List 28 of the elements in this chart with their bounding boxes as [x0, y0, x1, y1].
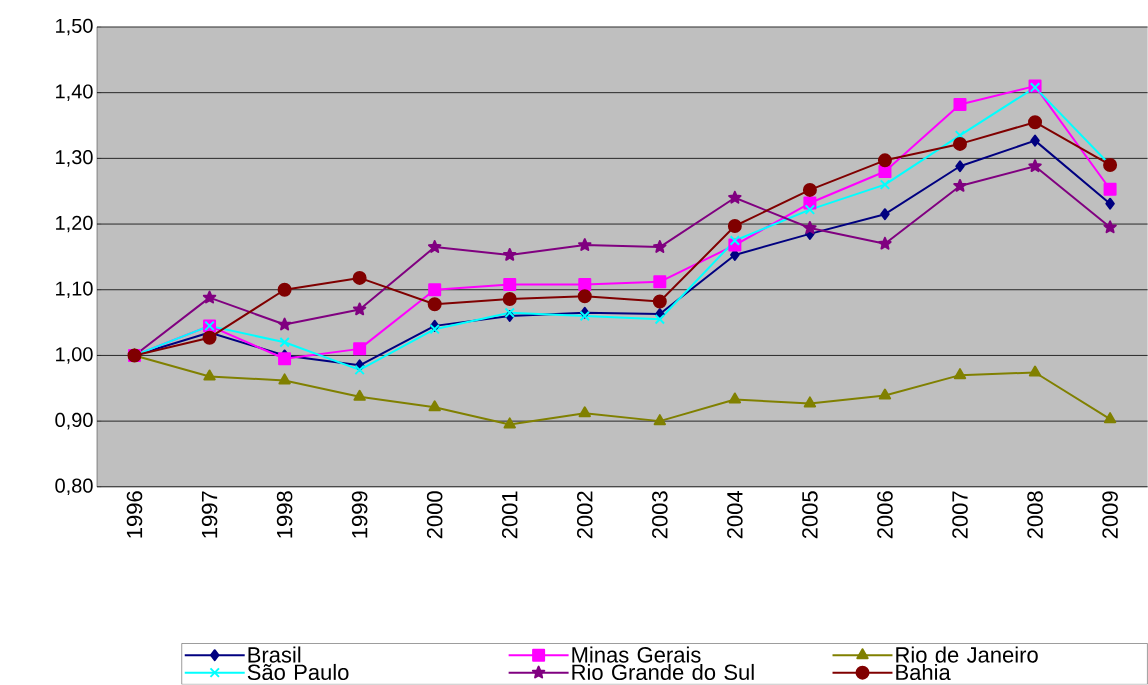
x-tick-label: 2008 — [1027, 491, 1043, 539]
y-tick-label: 1,50 — [56, 18, 93, 36]
x-tick-label: 2004 — [727, 491, 743, 539]
y-tick-label: 1,40 — [56, 84, 93, 102]
x-tick-label: 2009 — [1102, 491, 1118, 539]
y-tick-label: 1,00 — [56, 347, 93, 364]
x-tick-label: 2001 — [501, 491, 518, 539]
x-tick-label: 2002 — [576, 491, 593, 539]
x-tick-label: 2006 — [877, 491, 893, 539]
y-tick-label: 0,80 — [55, 478, 93, 496]
legend-label: Bahia — [896, 664, 951, 681]
legend-label: Rio de Janeiro — [896, 646, 1038, 663]
y-tick-label: 1,20 — [56, 216, 93, 233]
x-tick-label: 1999 — [351, 491, 368, 538]
y-tick-label: 1,10 — [56, 281, 93, 299]
legend-label: São Paulo — [247, 664, 349, 681]
x-tick-label: 1996 — [126, 491, 143, 538]
legend-label: Brasil — [248, 646, 301, 663]
legend-label: Rio Grande do Sul — [572, 664, 754, 681]
x-tick-label: 1997 — [201, 491, 218, 538]
legend-label: Minas Gerais — [572, 646, 701, 663]
x-tick-label: 2000 — [426, 491, 443, 539]
x-tick-label: 1998 — [276, 491, 293, 538]
x-tick-label: 2003 — [652, 491, 668, 539]
x-tick-label: 2005 — [802, 491, 818, 539]
x-tick-label: 2007 — [952, 491, 968, 539]
y-tick-label: 1,30 — [56, 150, 93, 167]
y-tick-label: 0,90 — [55, 413, 93, 430]
